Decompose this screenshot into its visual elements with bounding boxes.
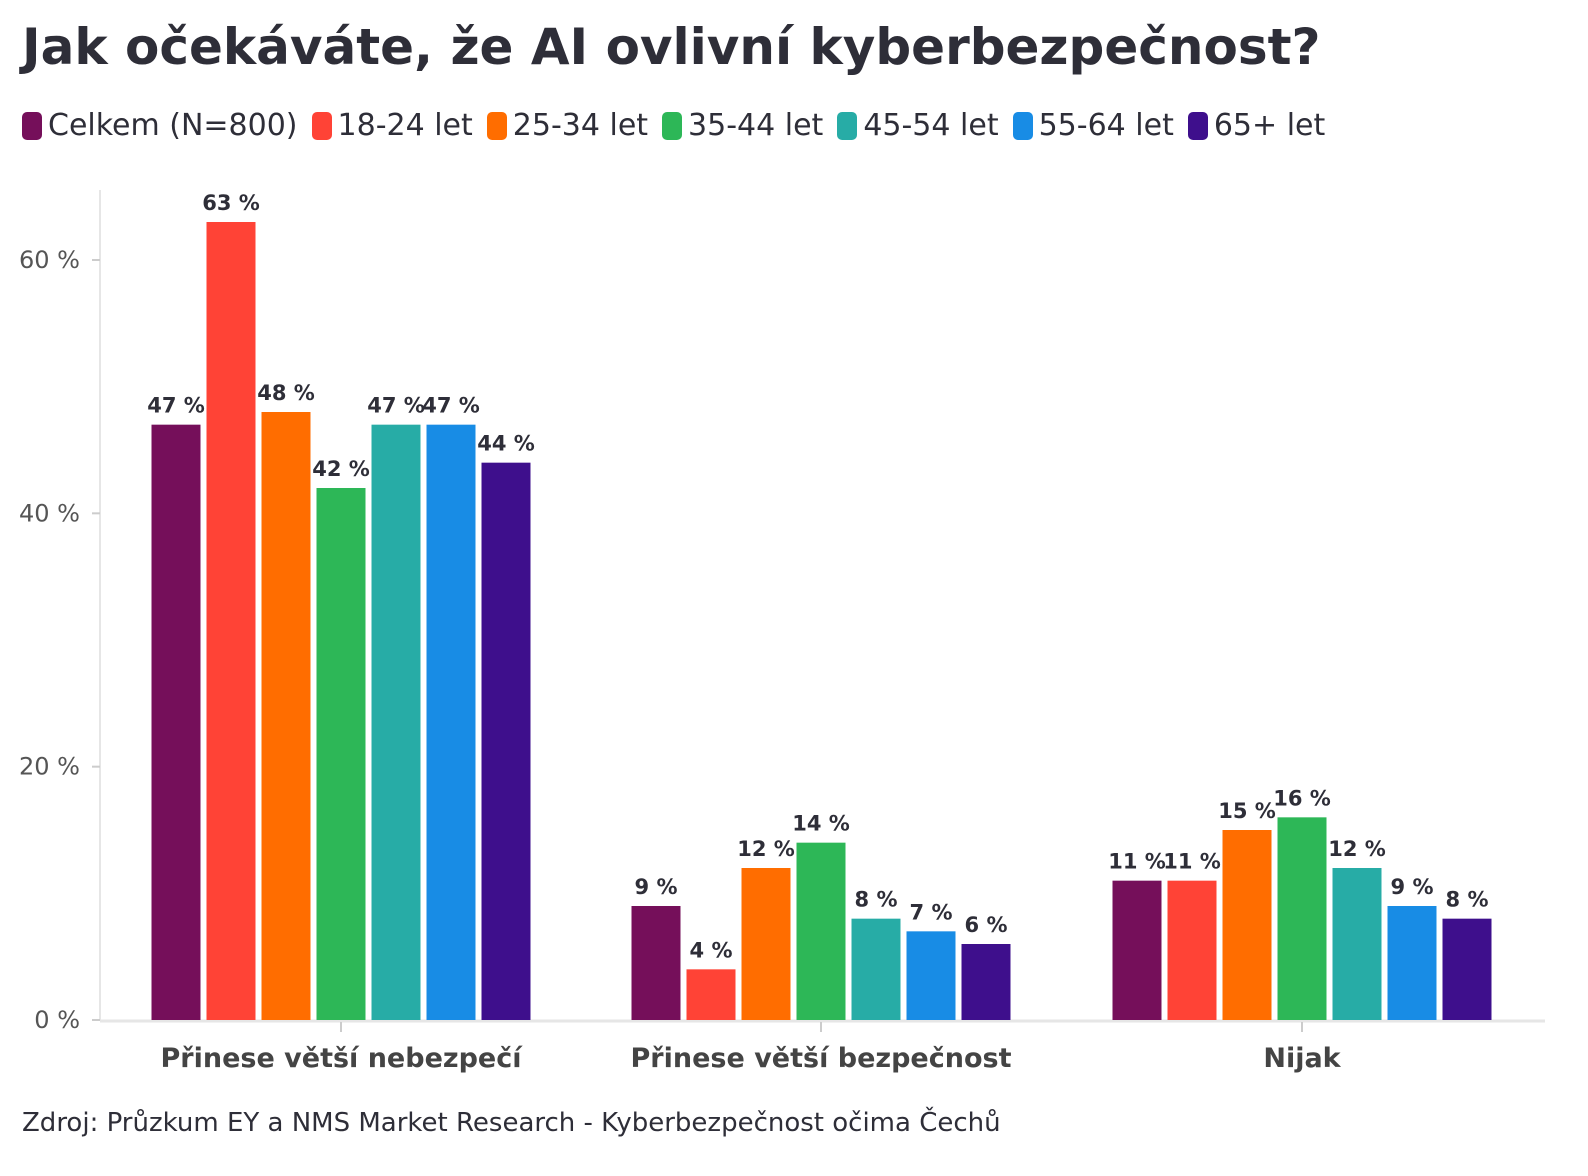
bar [1112, 880, 1162, 1020]
category-label: Přinese větší nebezpečí [160, 1043, 523, 1074]
legend-label: 18-24 let [337, 108, 473, 143]
legend-swatch [662, 111, 683, 140]
legend-item: 18-24 let [311, 108, 473, 143]
data-label: 9 % [635, 875, 678, 899]
data-label: 4 % [690, 938, 733, 962]
data-label: 12 % [737, 837, 795, 861]
bar [961, 944, 1011, 1020]
data-label: 12 % [1328, 837, 1386, 861]
legend-label: 25-34 let [512, 108, 649, 143]
y-tick-label: 40 % [19, 499, 80, 527]
legend-swatch [486, 111, 507, 140]
data-label: 11 % [1163, 850, 1221, 874]
data-label: 16 % [1273, 786, 1331, 810]
data-label: 7 % [910, 900, 953, 924]
legend-swatch [1187, 111, 1208, 140]
legend-item: 65+ let [1187, 108, 1326, 143]
y-tick-label: 20 % [19, 753, 80, 781]
bar [796, 842, 846, 1020]
legend: Celkem (N=800) 18-24 let 25-34 let 35-44 le… [22, 108, 1339, 143]
legend-item: 45-54 let [837, 108, 999, 143]
category-label: Přinese větší bezpečnost [631, 1043, 1012, 1074]
legend-item: 25-34 let [486, 108, 649, 143]
data-label: 47 % [147, 394, 205, 418]
bar-chart: 0 %20 %40 %60 %47 %63 %48 %42 %47 %47 %4… [19, 190, 1545, 1074]
data-label: 11 % [1108, 850, 1166, 874]
legend-label: Celkem (N=800) [48, 108, 298, 143]
legend-swatch [311, 111, 332, 140]
y-tick-label: 60 % [19, 246, 80, 274]
bar [851, 918, 901, 1020]
legend-item: 55-64 let [1012, 108, 1174, 143]
legend-swatch [22, 111, 42, 140]
legend-label: 35-44 let [688, 108, 824, 143]
chart-title: Jak očekáváte, že AI ovlivní kyberbezpeč… [22, 18, 1321, 76]
bar [1442, 918, 1492, 1020]
bar [1277, 817, 1327, 1020]
legend-label: 45-54 let [863, 108, 999, 143]
data-label: 44 % [477, 432, 535, 456]
data-label: 47 % [422, 394, 480, 418]
bar [316, 488, 366, 1020]
legend-item: Celkem (N=800) [22, 108, 298, 143]
data-label: 42 % [312, 457, 370, 481]
category-label: Nijak [1263, 1043, 1341, 1074]
data-label: 48 % [257, 381, 315, 405]
bar [151, 424, 201, 1020]
bar [206, 222, 256, 1020]
bar [1332, 868, 1382, 1020]
data-label: 63 % [202, 191, 260, 215]
y-tick-label: 0 % [34, 1006, 80, 1034]
bar [906, 931, 956, 1020]
bar [631, 906, 681, 1020]
bar [426, 424, 476, 1020]
data-label: 8 % [1446, 888, 1489, 912]
legend-label: 55-64 let [1038, 108, 1174, 143]
bar [1167, 880, 1217, 1020]
bar [481, 462, 531, 1021]
legend-item: 35-44 let [662, 108, 823, 143]
legend-swatch [837, 111, 858, 140]
data-label: 8 % [855, 888, 898, 912]
data-label: 15 % [1218, 799, 1276, 823]
bar [371, 424, 421, 1020]
legend-label: 65+ let [1213, 108, 1326, 143]
legend-swatch [1012, 111, 1033, 140]
bar [741, 868, 791, 1020]
data-label: 9 % [1391, 875, 1434, 899]
data-label: 47 % [367, 394, 425, 418]
bar [1387, 906, 1437, 1020]
bar [1222, 830, 1272, 1020]
bar [261, 412, 311, 1020]
data-label: 6 % [965, 913, 1008, 937]
data-label: 14 % [792, 812, 850, 836]
source-note: Zdroj: Průzkum EY a NMS Market Research … [22, 1108, 1001, 1138]
bar [686, 969, 736, 1020]
